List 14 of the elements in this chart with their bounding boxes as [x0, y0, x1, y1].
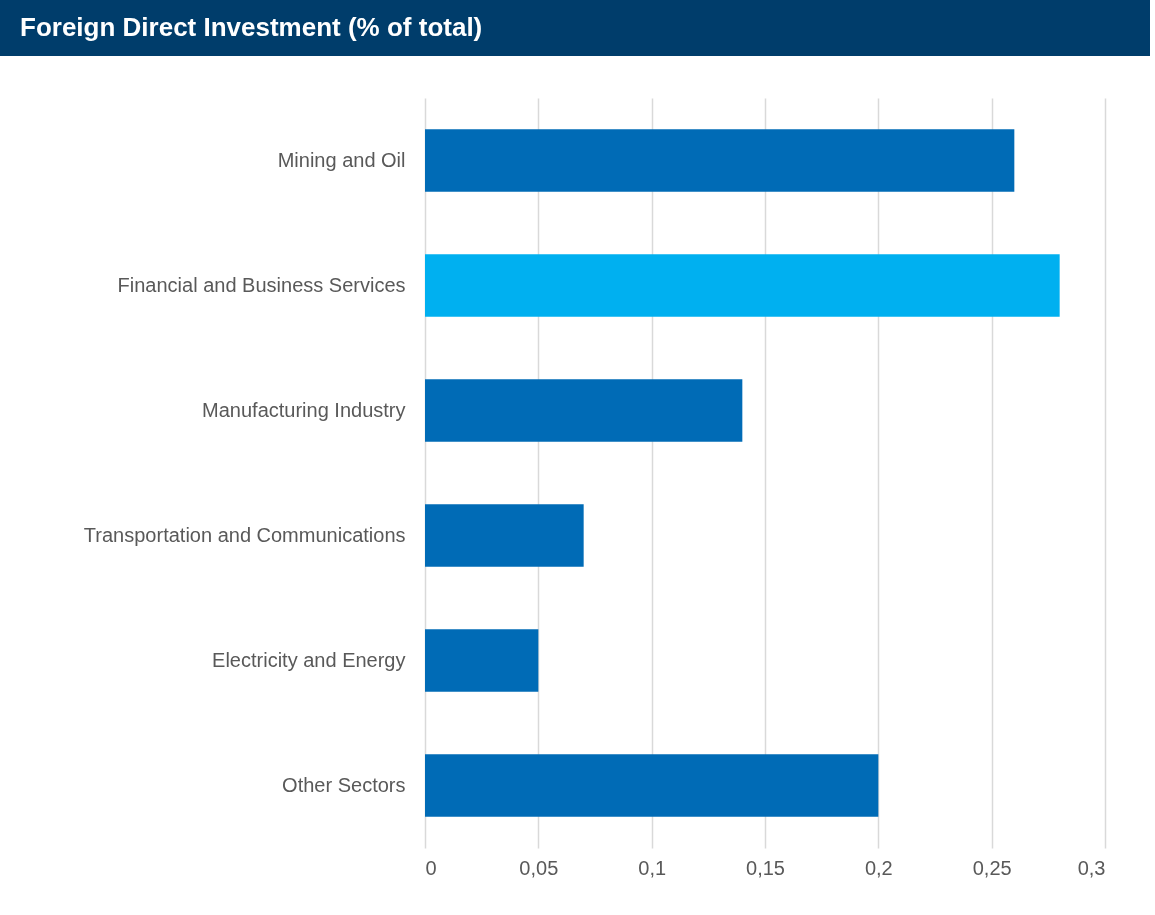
- x-tick-label: 0,1: [638, 856, 667, 879]
- x-tick-label: 0,15: [746, 856, 785, 879]
- y-tick-label: Financial and Business Services: [117, 273, 406, 296]
- x-tick-label: 0,2: [864, 856, 893, 879]
- x-tick-label: 0,05: [519, 856, 559, 879]
- y-tick-label: Electricity and Energy: [212, 648, 406, 671]
- x-tick-label: 0,25: [972, 856, 1012, 879]
- x-tick-label: 0: [425, 856, 437, 879]
- y-tick-label: Manufacturing Industry: [202, 398, 406, 421]
- y-tick-label: Other Sectors: [282, 773, 406, 796]
- x-tick-label: 0,3: [1077, 856, 1106, 879]
- chart-title: Foreign Direct Investment (% of total): [20, 12, 483, 42]
- y-tick-label: Mining and Oil: [277, 148, 406, 171]
- y-tick-label: Transportation and Communications: [83, 523, 406, 546]
